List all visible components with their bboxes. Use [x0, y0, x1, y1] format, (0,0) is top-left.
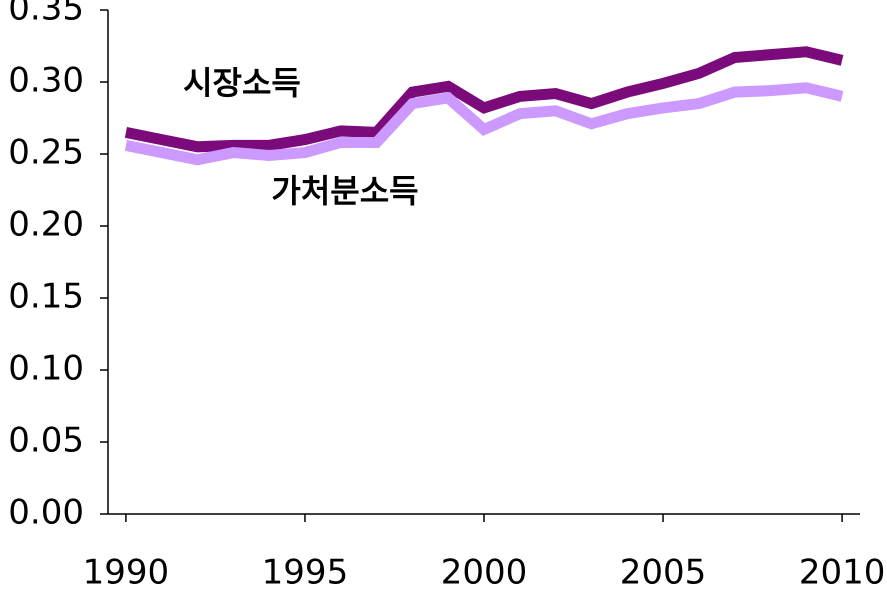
- y-tick-label: 0.05: [8, 421, 84, 461]
- x-tick-label: 2005: [620, 553, 707, 590]
- y-tick-label: 0.10: [8, 349, 84, 389]
- x-tick-label: 2000: [441, 553, 528, 590]
- series-label: 시장소득: [183, 64, 301, 102]
- y-tick-label: 0.00: [8, 493, 84, 533]
- series-line: [124, 82, 844, 166]
- y-tick-label: 0.20: [8, 205, 84, 245]
- y-tick-label: 0.25: [8, 133, 84, 173]
- x-tick-label: 1995: [262, 553, 349, 590]
- y-tick-label: 0.15: [8, 277, 84, 317]
- x-tick-label: 1990: [83, 553, 170, 590]
- series-line: [124, 46, 844, 153]
- y-tick-label: 0.30: [8, 61, 84, 101]
- y-tick-label: 0.35: [8, 0, 84, 29]
- series-label: 가처분소득: [271, 172, 418, 210]
- x-tick-label: 2010: [799, 553, 886, 590]
